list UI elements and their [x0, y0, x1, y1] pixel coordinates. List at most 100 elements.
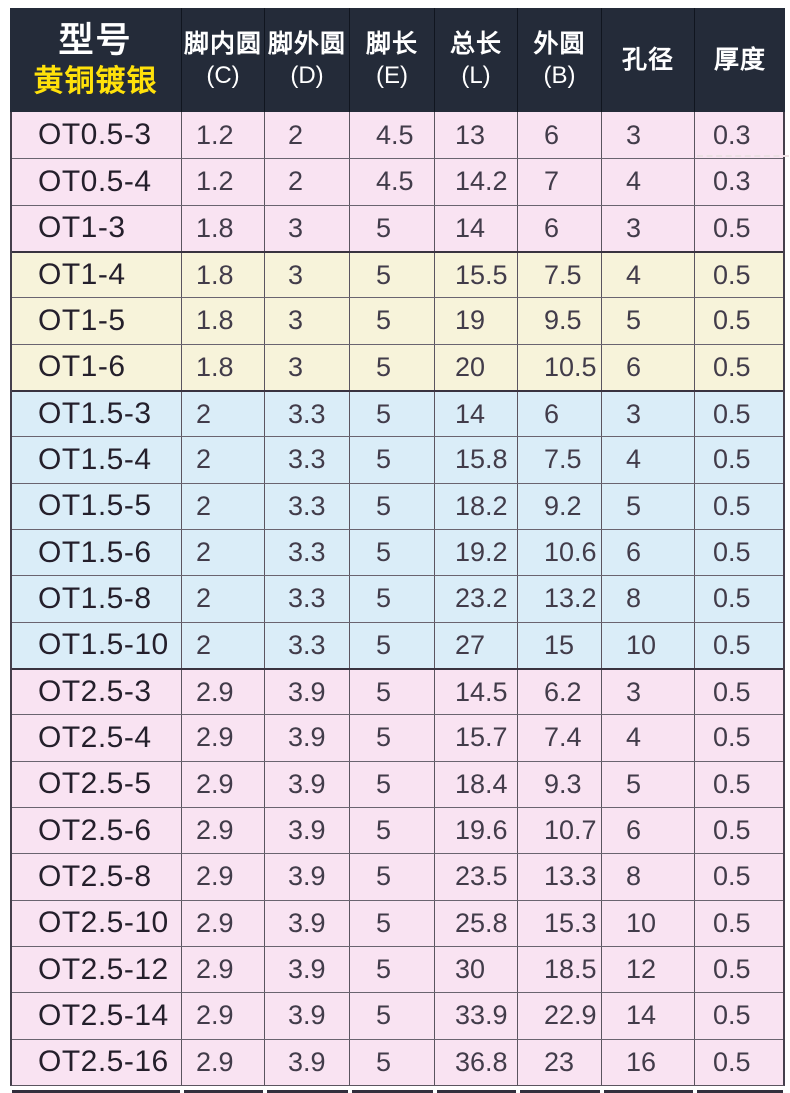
model-cell: OT1-3	[12, 205, 182, 251]
table-row: OT1.5-10 2 3.3 5 27 15 10 0.5	[12, 621, 783, 668]
value-cell: 3	[265, 298, 350, 344]
value-cell: 6	[518, 112, 602, 159]
value-cell: 3.3	[265, 391, 350, 437]
column-header-label: 孔径	[621, 45, 674, 74]
value-cell: 19.6	[435, 807, 518, 854]
table-row: OT2.5-14 2.9 3.9 5 33.9 22.9 14 0.5	[12, 992, 783, 1039]
value-cell: 5	[350, 622, 435, 668]
value-cell: 5	[350, 205, 435, 251]
value-cell: 5	[350, 761, 435, 807]
value-cell: 3	[265, 252, 350, 298]
column-header-symbol: (D)	[290, 62, 324, 90]
value-cell: 2.9	[182, 946, 265, 993]
value-cell: 3	[602, 205, 695, 251]
value-cell: 23.2	[435, 576, 518, 622]
table-row: OT1-5 1.8 3 5 19 9.5 5 0.5	[12, 297, 783, 344]
table-row: OT2.5-12 2.9 3.9 5 30 18.5 12 0.5	[12, 945, 783, 993]
value-cell: 4.5	[350, 159, 435, 205]
value-cell: 2.9	[182, 761, 265, 807]
value-cell: 3.9	[265, 854, 350, 900]
model-cell: OT2.5-14	[12, 993, 182, 1039]
value-cell: 14	[435, 205, 518, 251]
value-cell: 23	[518, 1039, 602, 1085]
value-cell: 7.5	[518, 437, 602, 483]
value-cell: 0.5	[713, 212, 751, 243]
value-cell: 3.3	[265, 529, 350, 576]
column-header-symbol: (B)	[543, 62, 576, 90]
model-cell: OT2.5-3	[12, 669, 182, 715]
value-cell: 0.3	[713, 166, 751, 197]
terminal-spec-table: 型号 黄铜镀银 脚内圆 (C) 脚外圆 (D) 脚长 (E) 总长 (L) 外圆 (B) 孔径 厚度 …	[10, 8, 785, 1093]
value-cell: 12	[602, 946, 695, 993]
table-row: OT0.5-3 1.2 2 4.5 13 6 3 0.3	[12, 112, 783, 159]
column-header-4: 外圆 (B)	[518, 8, 602, 112]
value-cell: 3.3	[265, 576, 350, 622]
value-cell: 0.5	[713, 954, 751, 985]
table-row: OT1.5-8 2 3.3 5 23.2 13.2 8 0.5	[12, 575, 783, 622]
model-cell: OT0.5-4	[12, 159, 182, 205]
value-cell: 5	[350, 854, 435, 900]
table-row: OT1-6 1.8 3 5 20 10.5 6 0.5	[12, 343, 783, 390]
value-cell: 8	[602, 576, 695, 622]
cutoff-next-row-stub	[10, 1089, 785, 1093]
model-cell: OT0.5-3	[12, 112, 182, 159]
value-cell: 3.3	[265, 483, 350, 529]
value-cell: 5	[350, 483, 435, 529]
value-cell: 0.5	[713, 305, 751, 336]
cutoff-row-cell-edge	[520, 1089, 600, 1093]
value-cell: 5	[350, 344, 435, 390]
value-cell: 1.8	[182, 252, 265, 298]
value-cell: 3.3	[265, 622, 350, 668]
table-row: OT1.5-6 2 3.3 5 19.2 10.6 6 0.5	[12, 528, 783, 576]
value-cell: 6	[518, 205, 602, 251]
model-cell: OT1-6	[12, 344, 182, 390]
table-row: OT2.5-16 2.9 3.9 5 36.8 23 16 0.5	[12, 1038, 783, 1085]
model-cell: OT2.5-12	[12, 946, 182, 993]
cutoff-row-cell-edge	[437, 1089, 516, 1093]
value-cell: 10	[602, 900, 695, 946]
value-cell: 1.8	[182, 344, 265, 390]
value-cell: 2.9	[182, 1039, 265, 1085]
value-cell: 14.5	[435, 669, 518, 715]
value-cell: 4	[602, 437, 695, 483]
value-cell: 5	[350, 437, 435, 483]
table-row: OT2.5-4 2.9 3.9 5 15.7 7.4 4 0.5	[12, 714, 783, 761]
value-cell: 5	[350, 669, 435, 715]
value-cell: 18.2	[435, 483, 518, 529]
value-cell: 4	[602, 159, 695, 205]
value-cell: 2	[182, 622, 265, 668]
value-cell: 10	[602, 622, 695, 668]
model-column-header: 型号 黄铜镀银	[10, 8, 182, 112]
value-cell: 3	[602, 669, 695, 715]
value-cell: 0.5	[713, 537, 751, 568]
value-cell: 33.9	[435, 993, 518, 1039]
model-column-subtitle: 黄铜镀银	[33, 64, 158, 98]
value-cell: 15.7	[435, 715, 518, 761]
value-cell: 23.5	[435, 854, 518, 900]
table-row: OT2.5-6 2.9 3.9 5 19.6 10.7 6 0.5	[12, 806, 783, 854]
table-row: OT2.5-10 2.9 3.9 5 25.8 15.3 10 0.5	[12, 899, 783, 946]
value-cell: 7	[518, 159, 602, 205]
column-header-0: 脚内圆 (C)	[182, 8, 265, 112]
value-cell: 18.4	[435, 761, 518, 807]
value-cell: 30	[435, 946, 518, 993]
column-header-3: 总长 (L)	[435, 8, 518, 112]
value-cell: 2	[182, 529, 265, 576]
value-cell: 1.8	[182, 298, 265, 344]
value-cell: 1.8	[182, 205, 265, 251]
column-header-label: 脚外圆	[267, 30, 346, 59]
model-cell: OT2.5-16	[12, 1039, 182, 1085]
cutoff-row-cell-edge	[697, 1089, 783, 1093]
value-cell: 2	[182, 437, 265, 483]
cutoff-row-cell-edge	[604, 1089, 693, 1093]
column-header-label: 厚度	[713, 45, 766, 74]
value-cell: 0.5	[713, 676, 751, 707]
table-row: OT0.5-4 1.2 2 4.5 14.2 7 4 0.3	[12, 158, 783, 205]
value-cell: 0.5	[713, 768, 751, 799]
value-cell: 15	[518, 622, 602, 668]
model-cell: OT2.5-4	[12, 715, 182, 761]
value-cell: 3.9	[265, 993, 350, 1039]
value-cell: 0.5	[713, 629, 751, 660]
column-header-label: 脚内圆	[183, 30, 262, 59]
model-cell: OT1-5	[12, 298, 182, 344]
